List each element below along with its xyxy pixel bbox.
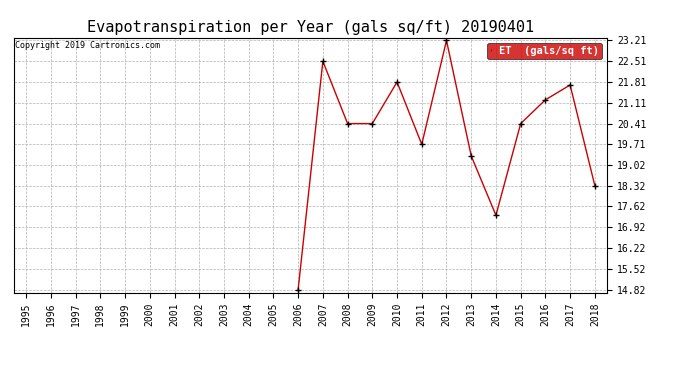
Text: Copyright 2019 Cartronics.com: Copyright 2019 Cartronics.com (15, 41, 160, 50)
Legend: ET  (gals/sq ft): ET (gals/sq ft) (487, 43, 602, 59)
Title: Evapotranspiration per Year (gals sq/ft) 20190401: Evapotranspiration per Year (gals sq/ft)… (87, 20, 534, 35)
